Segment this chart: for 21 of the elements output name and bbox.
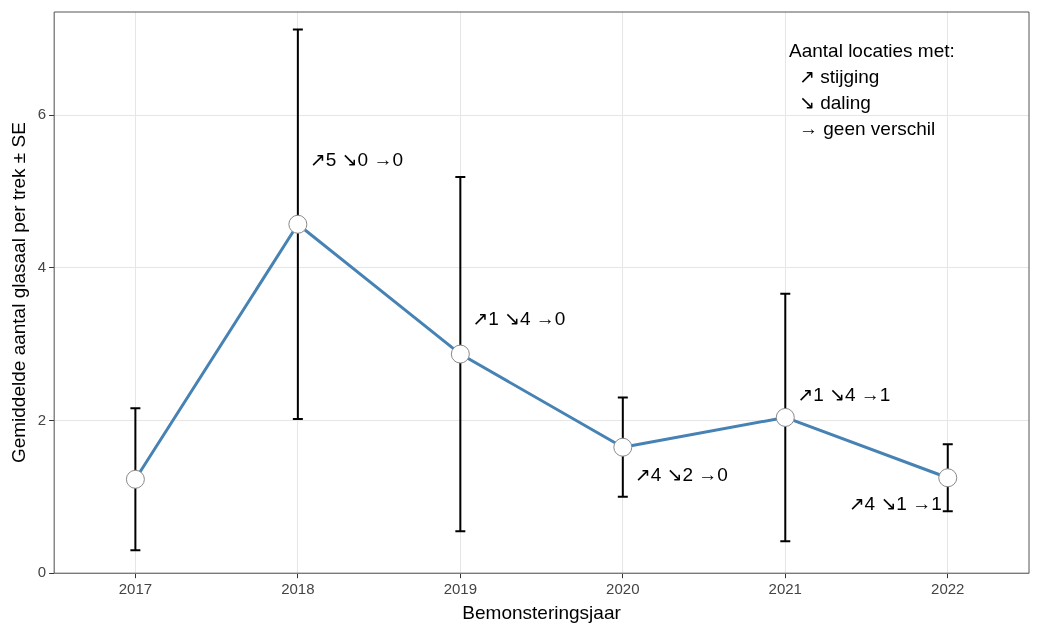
x-tick-label: 2019 xyxy=(443,580,478,598)
x-tick-label: 2021 xyxy=(768,580,802,598)
annotation: Aantal locaties met: xyxy=(789,40,955,62)
annotation: ↗1 ↘4 →0 xyxy=(472,307,566,329)
x-tick-label: 2020 xyxy=(606,580,640,598)
x-axis-title: Bemonsteringsjaar xyxy=(462,601,622,623)
annotation: ↗ stijging xyxy=(799,66,880,88)
annotation: ↗5 ↘0 →0 xyxy=(309,149,403,171)
y-tick-label: 0 xyxy=(37,563,47,581)
x-tick-label: 2017 xyxy=(118,580,153,598)
y-axis-title: Gemiddelde aantal glasaal per trek ± SE xyxy=(7,122,29,464)
annotation: ↗4 ↘2 →0 xyxy=(634,464,728,486)
x-tick-label: 2022 xyxy=(931,580,965,598)
y-tick-label: 6 xyxy=(37,105,47,123)
y-tick-label: 4 xyxy=(37,257,47,275)
annotation: → geen verschil xyxy=(799,118,936,140)
y-tick-label: 2 xyxy=(37,410,47,428)
x-tick-label: 2018 xyxy=(281,580,315,598)
annotation: ↘ daling xyxy=(799,92,871,114)
annotation: ↗1 ↘4 →1 xyxy=(797,384,891,406)
annotation: ↗4 ↘1 →1 xyxy=(848,493,942,515)
